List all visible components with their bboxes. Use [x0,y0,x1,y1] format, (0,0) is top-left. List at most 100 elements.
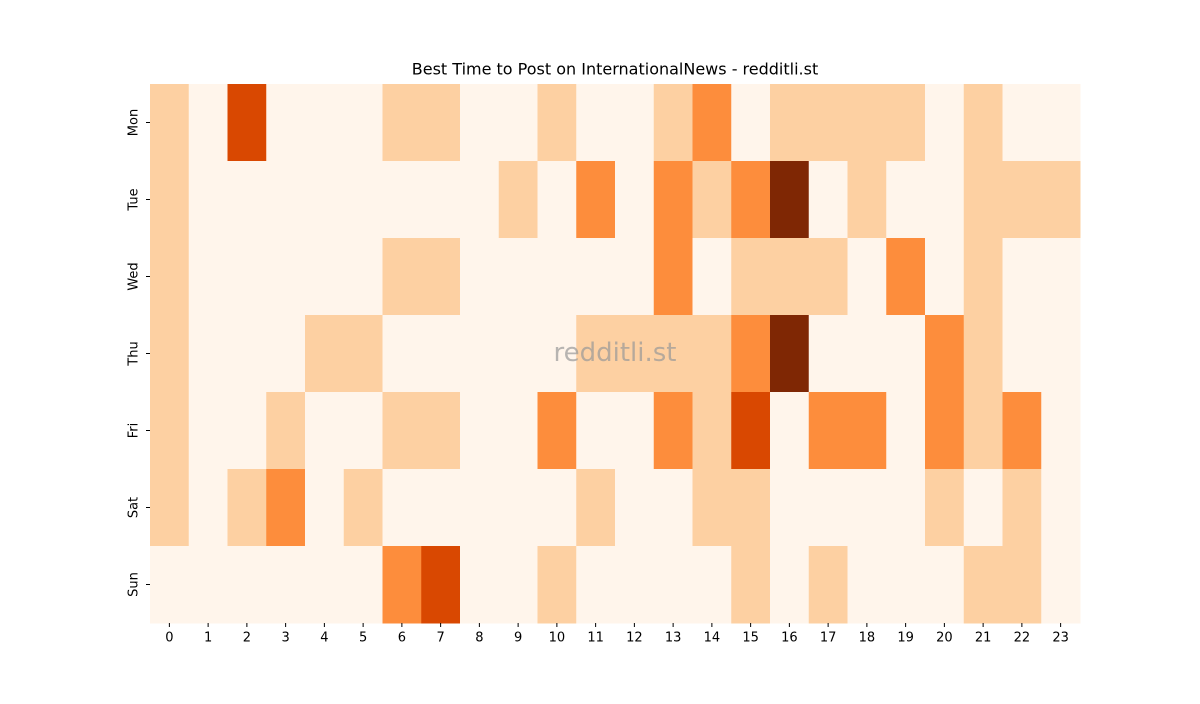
heat-cell [886,238,926,316]
heat-cell [227,84,267,162]
x-tick-label: 21 [975,631,992,646]
heat-cell [1041,469,1081,547]
heat-cell [227,238,267,316]
heat-cell [808,161,848,239]
heat-cell [460,315,500,393]
heat-cell [188,315,228,393]
heat-cell [498,161,538,239]
heat-cell [963,469,1003,547]
heat-cell [227,315,267,393]
y-tick-label: Sun [127,572,142,597]
heat-cell [305,392,345,470]
heat-cell [692,84,732,162]
y-tick-label: Wed [127,262,142,290]
heat-cell [266,392,306,470]
heat-cell [266,161,306,239]
heat-cell [498,84,538,162]
heat-cell [537,469,577,547]
heat-cell [460,238,500,316]
heat-cell [343,546,383,624]
heat-cell [770,161,810,239]
heat-cell [1002,161,1042,239]
x-tick-label: 18 [859,631,876,646]
heat-cell [576,546,616,624]
heat-cell [460,469,500,547]
heat-cell [963,392,1003,470]
heat-cell [1002,546,1042,624]
heat-cell [305,315,345,393]
heat-cell [886,546,926,624]
heat-cell [1002,238,1042,316]
heat-cell [1041,546,1081,624]
heat-cell [421,315,461,393]
heat-cell [576,84,616,162]
heat-cell [305,84,345,162]
heat-cell [731,84,771,162]
heat-cell [847,161,887,239]
heat-cell [731,469,771,547]
heat-cell [382,392,422,470]
heat-cell [925,84,965,162]
heat-cell [770,469,810,547]
x-tick-label: 5 [359,631,367,646]
chart-title: Best Time to Post on InternationalNews -… [412,60,818,79]
heat-cell [808,392,848,470]
x-tick-label: 17 [820,631,837,646]
heat-cell [925,161,965,239]
heat-cell [808,315,848,393]
heat-cell [343,315,383,393]
heat-cell [770,315,810,393]
heat-cell [653,238,693,316]
heat-cell [653,469,693,547]
heat-cell [460,546,500,624]
heat-cell [576,315,616,393]
heat-cell [692,161,732,239]
heat-cell [1041,84,1081,162]
heat-cell [266,469,306,547]
heat-cell [615,315,655,393]
y-tick-label: Sat [127,497,142,518]
heat-cell [731,546,771,624]
heat-cell [615,161,655,239]
heat-cell [770,546,810,624]
heat-cell [537,84,577,162]
heat-cell [770,392,810,470]
x-tick-label: 10 [549,631,566,646]
heat-cell [150,238,190,316]
heat-cell [421,238,461,316]
heat-cell [537,315,577,393]
heat-cell [653,161,693,239]
heat-cell [498,315,538,393]
heat-cell [692,392,732,470]
heat-cell [731,161,771,239]
heat-cell [886,161,926,239]
heat-cell [692,469,732,547]
heat-cell [576,469,616,547]
heat-cell [266,546,306,624]
heat-cell [227,546,267,624]
x-tick-label: 0 [165,631,173,646]
heat-cell [1002,84,1042,162]
heat-cell [227,161,267,239]
heat-cell [615,84,655,162]
heat-cell [1041,238,1081,316]
heat-cell [1041,315,1081,393]
heat-cell [382,84,422,162]
heat-cell [925,315,965,393]
x-tick-label: 6 [398,631,406,646]
heat-cell [150,392,190,470]
y-tick-label: Mon [127,109,142,136]
heat-cell [227,392,267,470]
heat-cell [731,392,771,470]
x-tick-label: 4 [320,631,328,646]
heat-cell [963,546,1003,624]
heat-cell [382,238,422,316]
heat-cell [305,238,345,316]
heat-cell [227,469,267,547]
x-tick-label: 23 [1052,631,1069,646]
heat-cell [847,469,887,547]
heat-cell [498,469,538,547]
heat-cell [305,546,345,624]
heat-cell [537,546,577,624]
heat-cell [305,161,345,239]
